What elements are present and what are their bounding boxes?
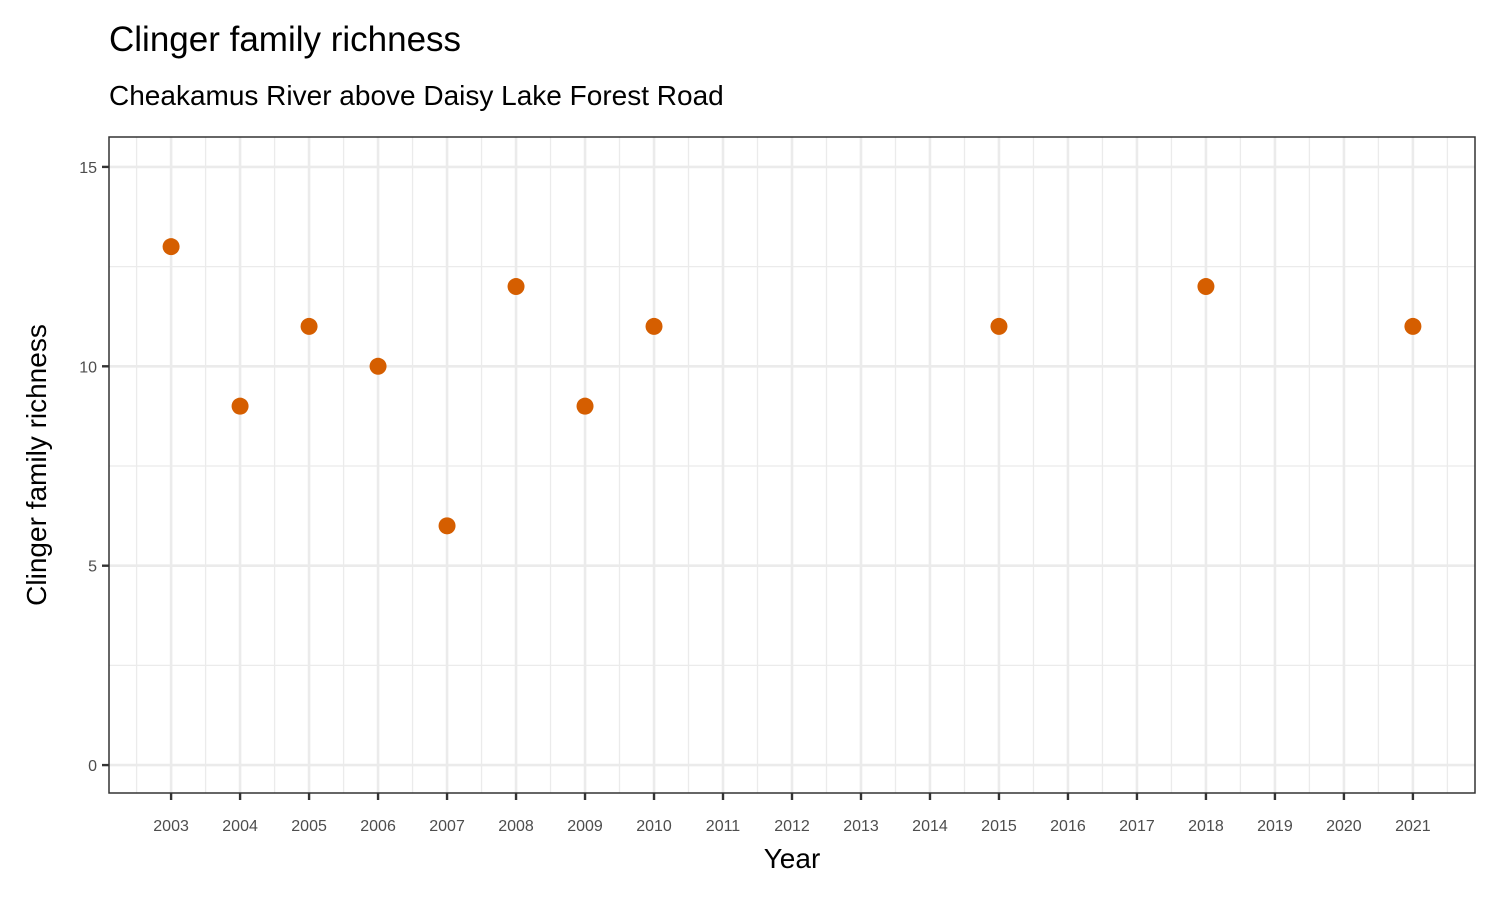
data-point (576, 397, 594, 415)
x-axis-label: Year (764, 843, 821, 874)
x-tick-label: 2018 (1188, 818, 1224, 835)
x-tick-label: 2010 (636, 818, 672, 835)
y-tick-label: 5 (88, 559, 97, 576)
y-tick-label: 15 (79, 160, 97, 177)
data-point (369, 357, 387, 375)
x-tick-label: 2008 (498, 818, 534, 835)
y-tick-label: 0 (88, 758, 97, 775)
data-point (231, 397, 249, 415)
y-tick-label: 10 (79, 359, 97, 376)
x-tick-label: 2017 (1119, 818, 1155, 835)
axes: 2003 2004 2005 2006 2007 2008 2009 2010 2011 2012… (79, 160, 1431, 835)
grid (109, 137, 1475, 793)
data-point (1197, 278, 1215, 296)
x-tick-label: 2012 (774, 818, 810, 835)
x-tick-label: 2020 (1326, 818, 1362, 835)
chart-title: Clinger family richness (109, 20, 462, 59)
x-tick-label: 2003 (153, 818, 189, 835)
data-point (438, 517, 456, 535)
x-tick-label: 2007 (429, 818, 465, 835)
x-tick-label: 2015 (981, 818, 1017, 835)
x-tick-label: 2009 (567, 818, 603, 835)
x-tick-label: 2021 (1395, 818, 1431, 835)
data-point (300, 317, 318, 335)
data-point (1404, 317, 1422, 335)
data-point (162, 238, 180, 256)
x-tick-label: 2005 (291, 818, 327, 835)
data-point (990, 317, 1008, 335)
x-tick-label: 2019 (1257, 818, 1293, 835)
data-point (645, 317, 663, 335)
y-axis-label: Clinger family richness (21, 324, 52, 606)
chart-subtitle: Cheakamus River above Daisy Lake Forest … (109, 80, 724, 111)
x-tick-label: 2013 (843, 818, 879, 835)
points (162, 238, 1422, 535)
x-tick-label: 2006 (360, 818, 396, 835)
x-tick-label: 2004 (222, 818, 258, 835)
x-tick-label: 2014 (912, 818, 948, 835)
x-tick-label: 2016 (1050, 818, 1086, 835)
x-tick-label: 2011 (706, 818, 741, 835)
data-point (507, 278, 525, 296)
